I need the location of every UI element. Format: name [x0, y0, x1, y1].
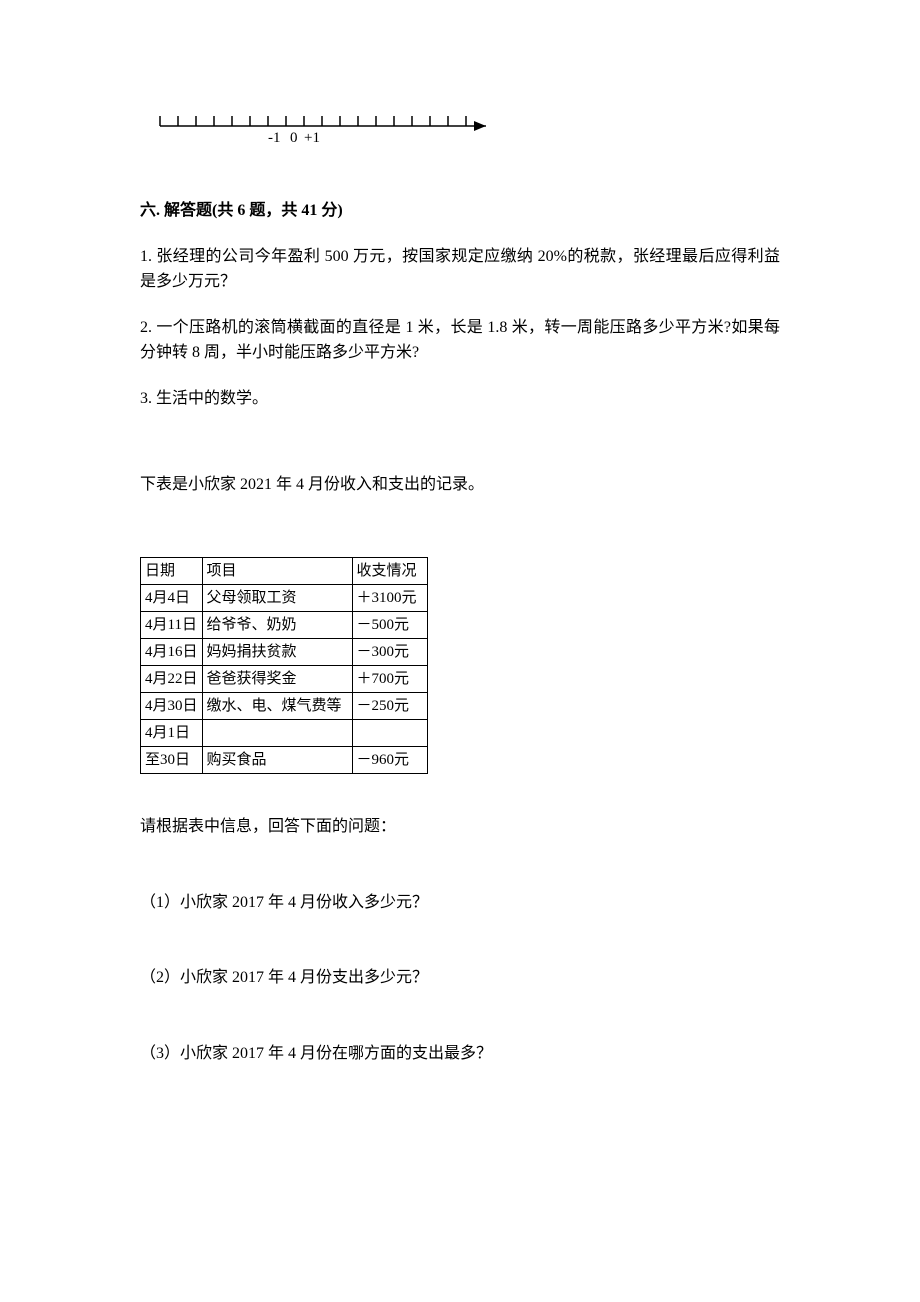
question-3-intro: 下表是小欣家 2021 年 4 月份收入和支出的记录。	[140, 472, 780, 498]
question-3-instruction: 请根据表中信息，回答下面的问题：	[140, 814, 780, 840]
question-3-sub-2: （2）小欣家 2017 年 4 月份支出多少元？	[140, 965, 780, 991]
question-3-sub-3: （3）小欣家 2017 年 4 月份在哪方面的支出最多？	[140, 1041, 780, 1067]
table-cell-date: 4月1日	[141, 720, 203, 747]
svg-text:-1: -1	[268, 130, 281, 146]
question-1: 1. 张经理的公司今年盈利 500 万元，按国家规定应缴纳 20%的税款，张经理…	[140, 244, 780, 295]
number-line-svg: -1 0 +1	[150, 100, 530, 148]
number-line-figure: -1 0 +1	[140, 100, 780, 148]
table-cell-date: 4月22日	[141, 666, 203, 693]
table-cell-date: 4月11日	[141, 612, 203, 639]
table-row: 4月1日	[141, 720, 428, 747]
table-row: 4月22日爸爸获得奖金＋700元	[141, 666, 428, 693]
table-header-row: 日期 项目 收支情况	[141, 558, 428, 585]
table-cell-amount: ＋700元	[352, 666, 427, 693]
table-row: 4月11日给爷爷、奶奶－500元	[141, 612, 428, 639]
table-cell-date: 至30日	[141, 747, 203, 774]
table-cell-amount: －300元	[352, 639, 427, 666]
table-cell-date: 4月16日	[141, 639, 203, 666]
table-cell-item: 缴水、电、煤气费等	[202, 693, 352, 720]
table-cell-item: 给爷爷、奶奶	[202, 612, 352, 639]
table-cell-amount: ＋3100元	[352, 585, 427, 612]
table-header-date: 日期	[141, 558, 203, 585]
table-header-item: 项目	[202, 558, 352, 585]
table-row: 4月16日妈妈捐扶贫款－300元	[141, 639, 428, 666]
table-cell-item: 妈妈捐扶贫款	[202, 639, 352, 666]
table-cell-date: 4月30日	[141, 693, 203, 720]
table-row: 至30日购买食品－960元	[141, 747, 428, 774]
question-2: 2. 一个压路机的滚筒横截面的直径是 1 米，长是 1.8 米，转一周能压路多少…	[140, 315, 780, 366]
table-cell-item: 爸爸获得奖金	[202, 666, 352, 693]
table-cell-amount: －250元	[352, 693, 427, 720]
table-cell-amount: －500元	[352, 612, 427, 639]
table-row: 4月30日缴水、电、煤气费等－250元	[141, 693, 428, 720]
table-cell-item: 父母领取工资	[202, 585, 352, 612]
table-cell-item: 购买食品	[202, 747, 352, 774]
table-row: 4月4日父母领取工资＋3100元	[141, 585, 428, 612]
section-header: 六. 解答题(共 6 题，共 41 分)	[140, 198, 780, 224]
question-3-sub-1: （1）小欣家 2017 年 4 月份收入多少元？	[140, 890, 780, 916]
svg-text:0: 0	[290, 130, 298, 146]
income-expense-table: 日期 项目 收支情况 4月4日父母领取工资＋3100元4月11日给爷爷、奶奶－5…	[140, 557, 428, 774]
table-header-amount: 收支情况	[352, 558, 427, 585]
table-cell-amount	[352, 720, 427, 747]
table-cell-date: 4月4日	[141, 585, 203, 612]
table-cell-amount: －960元	[352, 747, 427, 774]
svg-text:+1: +1	[304, 130, 320, 146]
question-3: 3. 生活中的数学。	[140, 386, 780, 412]
table-cell-item	[202, 720, 352, 747]
